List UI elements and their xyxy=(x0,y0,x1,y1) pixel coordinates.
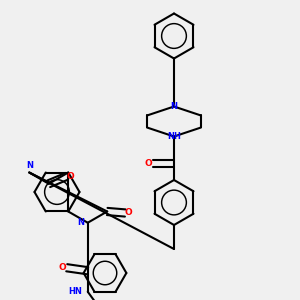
Text: O: O xyxy=(125,208,133,217)
Text: O: O xyxy=(58,263,66,272)
Text: N: N xyxy=(26,160,33,169)
Text: N: N xyxy=(170,102,178,111)
Text: HN: HN xyxy=(68,287,82,296)
Text: NH: NH xyxy=(167,132,181,141)
Text: O: O xyxy=(145,159,152,168)
Text: O: O xyxy=(67,172,74,181)
Text: N: N xyxy=(78,218,85,227)
